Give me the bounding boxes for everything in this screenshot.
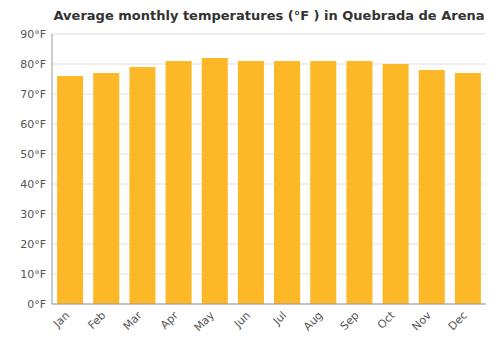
x-tick-label: Feb [85, 309, 108, 332]
bar [238, 61, 264, 304]
grid [52, 34, 486, 304]
y-axis: 0°F 10°F 20°F 30°F 40°F 50°F 60°F 70°F 80°F 90°F [20, 28, 46, 311]
x-tick-label: Aug [301, 309, 325, 333]
x-tick-label: Nov [409, 309, 434, 334]
y-tick-label: 0°F [27, 298, 46, 311]
chart-container: Average monthly temperatures (°F ) in Qu… [0, 0, 500, 350]
bar [202, 58, 228, 304]
bar [129, 67, 155, 304]
x-axis: Jan Feb Mar Apr May Jun Jul Aug Sep Oct Nov Dec [50, 308, 470, 334]
bar [346, 61, 372, 304]
x-tick-label: May [192, 309, 218, 335]
bar [274, 61, 300, 304]
bars [57, 58, 481, 304]
x-tick-label: Apr [158, 309, 181, 332]
x-tick-label: Jul [270, 309, 289, 328]
y-axis-line [52, 34, 53, 304]
y-tick-label: 30°F [20, 208, 46, 221]
bar [93, 73, 119, 304]
bar [419, 70, 445, 304]
x-axis-line [52, 304, 486, 305]
y-tick-label: 40°F [20, 178, 46, 191]
x-tick-label: Oct [375, 308, 398, 331]
y-tick-label: 80°F [20, 58, 46, 71]
chart-svg: Average monthly temperatures (°F ) in Qu… [0, 0, 500, 350]
y-tick-label: 70°F [20, 88, 46, 101]
bar [166, 61, 192, 304]
grid-line [52, 34, 486, 35]
y-tick-label: 10°F [20, 268, 46, 281]
bar [57, 76, 83, 304]
y-tick-label: 60°F [20, 118, 46, 131]
grid-line [52, 64, 486, 65]
x-tick-label: Jun [231, 309, 253, 331]
y-tick-label: 50°F [20, 148, 46, 161]
x-tick-label: Sep [338, 309, 362, 333]
bar [455, 73, 481, 304]
x-tick-label: Mar [121, 309, 145, 333]
chart-title: Average monthly temperatures (°F ) in Qu… [54, 8, 485, 23]
bar [383, 64, 409, 304]
bar [310, 61, 336, 304]
x-tick-label: Dec [446, 309, 470, 333]
y-tick-label: 20°F [20, 238, 46, 251]
grid-line [52, 304, 486, 305]
y-tick-label: 90°F [20, 28, 46, 41]
x-tick-label: Jan [50, 309, 72, 331]
